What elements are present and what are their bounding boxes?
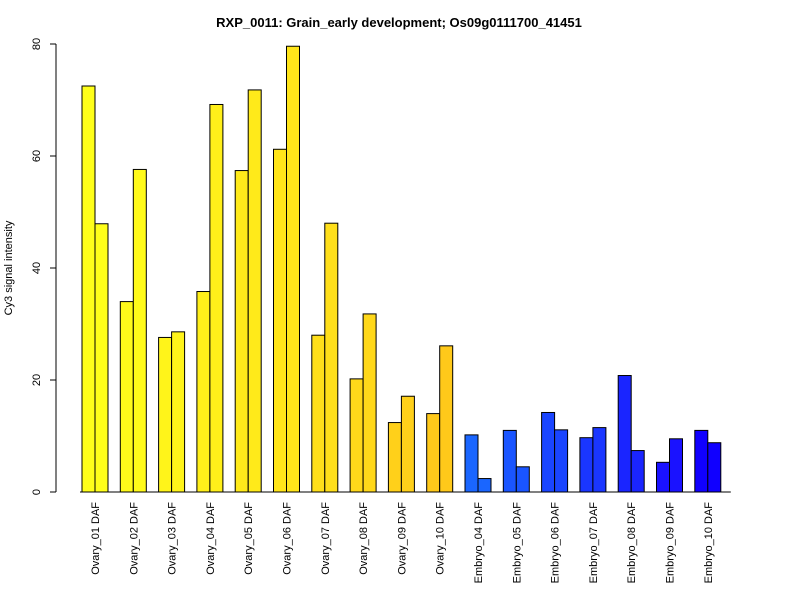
category-label: Embryo_07 DAF	[588, 502, 600, 584]
bar	[515, 466, 530, 493]
category-label: Ovary_03 DAF	[167, 502, 179, 575]
bar	[426, 413, 441, 493]
y-tick-label: 40	[31, 262, 43, 274]
bar	[349, 378, 364, 493]
y-tick-label: 80	[31, 38, 43, 50]
bar	[273, 148, 287, 493]
category-label: Embryo_05 DAF	[511, 502, 523, 584]
bar	[387, 422, 402, 493]
category-label: Embryo_09 DAF	[665, 502, 677, 584]
category-label: Embryo_10 DAF	[703, 502, 715, 584]
bar	[464, 434, 479, 493]
y-tick-label: 60	[31, 150, 43, 162]
category-label: Embryo_04 DAF	[473, 502, 485, 584]
y-axis: 0 20 40 60 80	[31, 38, 57, 495]
bar	[119, 301, 134, 493]
bar	[630, 450, 645, 493]
bar	[209, 103, 224, 493]
bar	[579, 437, 594, 493]
bar	[502, 429, 517, 493]
bar	[592, 427, 607, 493]
category-label: Ovary_02 DAF	[128, 502, 140, 575]
bar	[132, 168, 147, 493]
bar	[669, 438, 683, 493]
bar	[362, 313, 377, 493]
bars-group	[81, 45, 722, 493]
category-label: Embryo_08 DAF	[626, 502, 638, 584]
bar	[400, 395, 415, 493]
bar	[694, 429, 709, 493]
bar	[707, 442, 722, 493]
category-label: Ovary_10 DAF	[435, 502, 447, 575]
category-label: Ovary_05 DAF	[243, 502, 255, 575]
bar	[196, 291, 211, 493]
bar	[324, 222, 339, 493]
bar	[158, 336, 173, 493]
y-axis-label: Cy3 signal intensity	[3, 220, 15, 315]
bar	[541, 411, 556, 493]
category-label: Ovary_01 DAF	[90, 502, 102, 575]
bar	[286, 45, 300, 493]
y-tick-label: 0	[31, 489, 43, 495]
chart-title: RXP_0011: Grain_early development; Os09g…	[216, 15, 582, 30]
category-labels: Ovary_01 DAF Ovary_02 DAF Ovary_03 DAF Ovar…	[90, 502, 715, 584]
bar	[247, 89, 262, 493]
bar	[439, 345, 454, 493]
bar	[477, 478, 492, 493]
category-label: Embryo_06 DAF	[550, 502, 562, 584]
category-label: Ovary_06 DAF	[282, 502, 294, 575]
category-label: Ovary_08 DAF	[358, 502, 370, 575]
y-tick-label: 20	[31, 374, 43, 386]
category-label: Ovary_07 DAF	[320, 502, 332, 575]
bar	[554, 429, 569, 493]
bar	[234, 170, 249, 493]
bar	[81, 85, 96, 493]
category-label: Ovary_04 DAF	[205, 502, 217, 575]
bar	[617, 375, 632, 493]
bar	[656, 461, 670, 493]
bar	[311, 334, 326, 493]
category-label: Ovary_09 DAF	[396, 502, 408, 575]
bar	[94, 223, 109, 493]
bar	[171, 331, 186, 493]
